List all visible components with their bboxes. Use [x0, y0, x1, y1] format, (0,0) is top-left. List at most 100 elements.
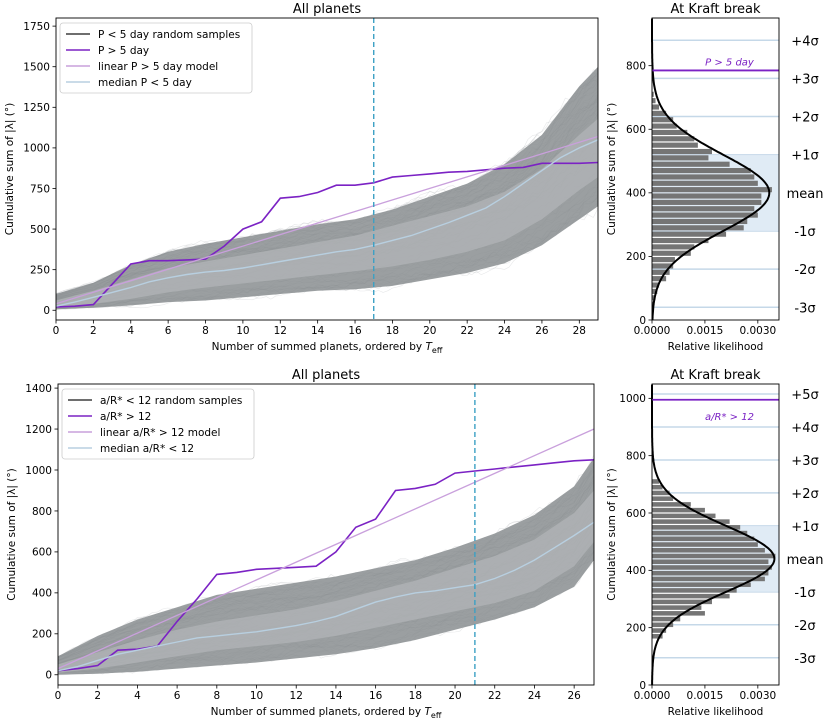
histogram-bar — [652, 496, 674, 501]
y-tick-label: 1750 — [23, 21, 50, 33]
x-tick-label: 0 — [53, 325, 60, 337]
legend-box — [61, 388, 255, 460]
y-tick-label: 400 — [32, 588, 52, 600]
histogram-bar — [652, 582, 751, 587]
x-tick-label: 6 — [165, 325, 172, 337]
histogram-bar — [652, 225, 744, 231]
legend-entry: P < 5 day random samples — [98, 29, 240, 41]
histogram-bar — [652, 193, 762, 199]
y-tick-label: 1000 — [25, 465, 52, 477]
histogram-bar — [652, 570, 769, 576]
observed-label: a/R* > 12 — [705, 412, 754, 423]
y-tick-label: 400 — [626, 565, 646, 577]
x-axis-label: Relative likelihood — [668, 706, 764, 718]
histogram-bar — [652, 525, 741, 530]
panel-bottom-left: 0 2 4 6 8 10 12 14 16 18 20 22 24 2602004006008001000… — [6, 368, 595, 720]
x-tick-label: 14 — [311, 325, 325, 337]
sample-band-outer — [58, 457, 594, 675]
histogram-bar — [652, 513, 716, 519]
histogram-bar — [652, 605, 702, 610]
axes-frame — [651, 383, 780, 686]
x-tick-label: 20 — [448, 690, 461, 702]
sigma-label: mean — [787, 553, 824, 568]
legend-box — [59, 22, 253, 94]
histogram-bar — [652, 519, 730, 524]
sigma-label: -1σ — [794, 225, 815, 240]
histogram-bar — [652, 530, 748, 536]
axes-frame — [57, 383, 595, 686]
sigma-label: -3σ — [794, 301, 815, 316]
sigma-label: +1σ — [791, 520, 818, 535]
series-line-1 — [58, 428, 594, 670]
histogram-bar — [652, 142, 698, 148]
observed-label: P > 5 day — [705, 57, 755, 68]
x-tick-label: 6 — [174, 690, 181, 702]
histogram-bar — [652, 199, 762, 205]
series-line-0 — [56, 161, 598, 308]
sigma-label: +3σ — [791, 72, 818, 87]
x-tick-label: 2 — [90, 325, 97, 337]
y-tick-label: 1200 — [25, 424, 52, 436]
panel-bottom-right: a/R* > 12 0.0000 0.0015 0.0030 0 200 400 600 800… — [606, 368, 823, 718]
y-tick-label: 0 — [45, 670, 52, 682]
y-tick-label: 600 — [32, 547, 52, 559]
y-tick-label: 500 — [30, 224, 50, 236]
y-tick-label: 0 — [639, 315, 646, 327]
x-tick-label: 18 — [386, 325, 399, 337]
histogram-bar — [652, 250, 691, 256]
x-tick-label: 28 — [573, 325, 586, 337]
chart-title: All planets — [293, 2, 361, 17]
plot-area — [58, 428, 594, 676]
legend-entry: linear P > 5 day model — [98, 61, 218, 73]
histogram-bar — [652, 161, 730, 167]
x-tick-label: 20 — [423, 325, 436, 337]
histogram-bar — [652, 553, 776, 559]
x-tick-label: 12 — [290, 690, 303, 702]
x-tick-label: 26 — [535, 325, 549, 337]
histogram-bar — [652, 174, 755, 180]
histogram-bar — [652, 548, 765, 553]
y-tick-label: 800 — [32, 506, 52, 518]
panel-top-right: P > 5 day 0.0000 0.0015 0.0030 0 200 400 600 800… — [606, 2, 823, 353]
x-tick-label: 0.0000 — [634, 325, 671, 337]
sigma-label: -2σ — [794, 263, 815, 278]
sigma-label: +1σ — [791, 149, 818, 164]
histogram-bar — [652, 168, 751, 174]
histogram-bar — [652, 180, 758, 186]
histogram-bar — [652, 616, 681, 622]
histogram-bar — [652, 263, 674, 269]
y-tick-label: 1500 — [23, 62, 50, 74]
sigma-label: +2σ — [791, 111, 818, 126]
legend-entry: P > 5 day — [98, 45, 149, 57]
x-axis-label: Number of summed planets, ordered by Tef… — [211, 706, 442, 720]
histogram-bar — [652, 576, 765, 582]
sigma-label: mean — [787, 187, 824, 202]
x-tick-label: 2 — [94, 690, 101, 702]
y-tick-label: 0 — [43, 305, 50, 317]
plot-area — [56, 66, 598, 310]
histogram-bar — [652, 123, 677, 129]
series-line-2 — [56, 139, 598, 307]
histogram-bar — [652, 269, 670, 275]
histogram-bar — [652, 117, 674, 123]
histogram-bar — [652, 206, 755, 212]
series-line-2 — [58, 521, 594, 672]
y-tick-label: 600 — [626, 124, 646, 136]
histogram-bar — [652, 622, 674, 628]
histogram-bar — [652, 536, 755, 542]
histogram-bar — [652, 110, 667, 116]
axes-frame — [55, 17, 599, 321]
y-tick-label: 750 — [30, 183, 50, 195]
x-tick-label: 8 — [213, 690, 220, 702]
histogram-bar — [652, 276, 667, 282]
y-tick-label: 200 — [626, 622, 646, 634]
y-axis-label: Cumulative sum of |λ| (°) — [6, 468, 18, 601]
y-tick-label: 200 — [32, 629, 52, 641]
x-tick-label: 0.0030 — [739, 690, 776, 702]
histogram-bar — [652, 507, 705, 513]
histogram-bar — [652, 634, 663, 639]
y-tick-label: 600 — [626, 508, 646, 520]
histogram-bar — [652, 588, 737, 593]
x-tick-label: 16 — [348, 325, 362, 337]
